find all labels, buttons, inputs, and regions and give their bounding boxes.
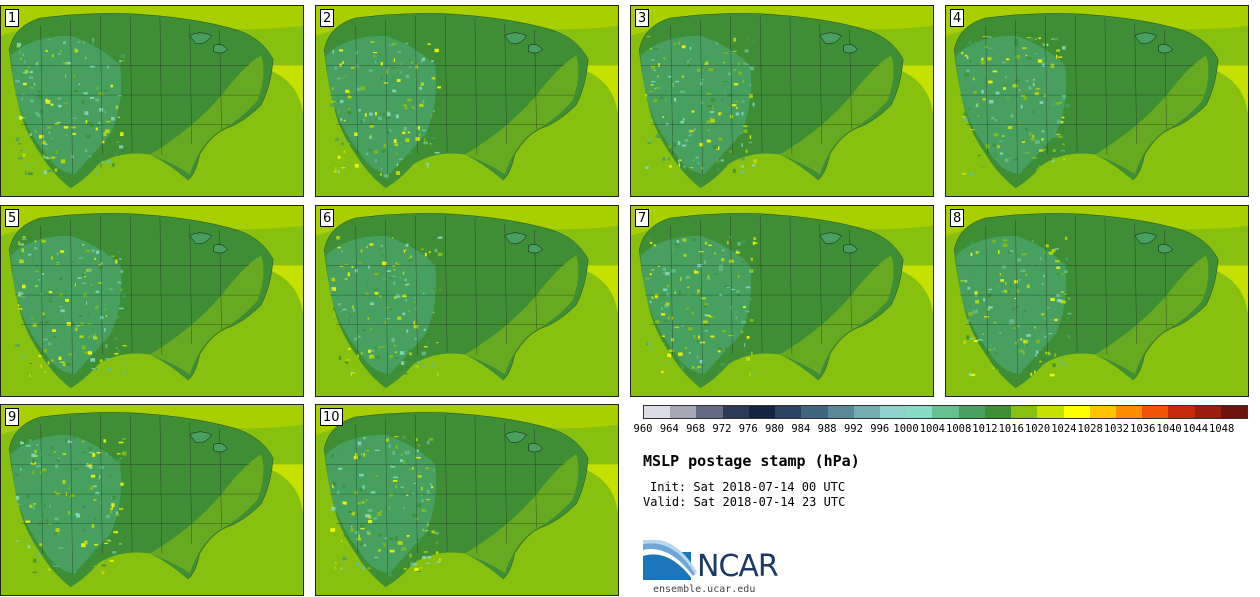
member-number: 6 bbox=[320, 209, 335, 227]
member-map bbox=[946, 6, 1248, 196]
colorbar-tick-label: 980 bbox=[765, 423, 784, 435]
pressure-colorbar bbox=[643, 405, 1248, 419]
colorbar-swatch bbox=[1037, 406, 1064, 418]
colorbar-tick-label: 1008 bbox=[945, 423, 972, 435]
colorbar-swatch bbox=[722, 406, 749, 418]
colorbar-swatch bbox=[644, 406, 671, 418]
colorbar-tick-label: 992 bbox=[843, 423, 863, 435]
colorbar-swatch bbox=[853, 406, 880, 418]
member-number: 1 bbox=[5, 9, 20, 27]
colorbar-tick-label: 972 bbox=[712, 423, 732, 435]
colorbar-tick-label: 1016 bbox=[998, 423, 1024, 435]
colorbar-swatch bbox=[801, 406, 828, 418]
stamp-panel-5: 5 bbox=[0, 205, 304, 397]
stamp-panel-7: 7 bbox=[630, 205, 934, 397]
member-number: 9 bbox=[5, 408, 20, 426]
stamp-panel-10: 10 bbox=[315, 404, 619, 596]
colorbar-swatch bbox=[1142, 406, 1169, 418]
member-map bbox=[316, 206, 618, 396]
member-number: 3 bbox=[635, 9, 650, 27]
colorbar-swatch bbox=[932, 406, 959, 418]
stamp-panel-8: 8 bbox=[945, 205, 1249, 397]
member-map bbox=[1, 405, 303, 595]
colorbar-swatch bbox=[958, 406, 985, 418]
member-number: 10 bbox=[320, 408, 343, 426]
colorbar-tick-label: 1032 bbox=[1103, 423, 1130, 435]
colorbar-swatch bbox=[906, 406, 933, 418]
colorbar-swatch bbox=[696, 406, 723, 418]
stamp-panel-4: 4 bbox=[945, 5, 1249, 197]
colorbar-tick-label: 976 bbox=[738, 423, 758, 435]
colorbar-swatch bbox=[827, 406, 854, 418]
stamp-panel-1: 1 bbox=[0, 5, 304, 197]
colorbar-tick-label: 1000 bbox=[893, 423, 919, 435]
stamp-panel-2: 2 bbox=[315, 5, 619, 197]
colorbar-tick-label: 1004 bbox=[919, 423, 945, 435]
colorbar-tick-label: 968 bbox=[686, 423, 706, 435]
colorbar-tick-label: 984 bbox=[791, 423, 811, 435]
member-number: 5 bbox=[5, 209, 20, 227]
colorbar-swatch bbox=[775, 406, 802, 418]
colorbar-swatch bbox=[879, 406, 907, 418]
ncar-logo-text: NCAR bbox=[697, 549, 779, 584]
member-map bbox=[316, 405, 618, 595]
valid-time: Valid: Sat 2018-07-14 23 UTC bbox=[643, 495, 846, 509]
colorbar-swatch bbox=[1194, 406, 1221, 418]
member-map bbox=[946, 206, 1248, 396]
site-url: ensemble.ucar.edu bbox=[653, 584, 756, 595]
member-number: 2 bbox=[320, 9, 335, 27]
colorbar-swatch bbox=[1089, 406, 1116, 418]
colorbar-swatch bbox=[748, 406, 776, 418]
colorbar-swatch bbox=[1115, 406, 1143, 418]
member-map bbox=[631, 6, 933, 196]
colorbar-tick-label: 1012 bbox=[972, 423, 998, 435]
colorbar-tick-label: 1040 bbox=[1156, 423, 1182, 435]
member-map bbox=[316, 6, 618, 196]
member-map bbox=[631, 206, 933, 396]
member-map bbox=[1, 6, 303, 196]
stamp-panel-3: 3 bbox=[630, 5, 934, 197]
colorbar-swatch bbox=[1063, 406, 1090, 418]
colorbar-tick-label: 960 bbox=[633, 423, 653, 435]
figure-title: MSLP postage stamp (hPa) bbox=[643, 452, 860, 470]
colorbar-swatch bbox=[984, 406, 1012, 418]
member-map bbox=[1, 206, 303, 396]
colorbar-tick-label: 996 bbox=[870, 423, 890, 435]
ncar-logo-icon bbox=[643, 540, 697, 580]
colorbar-tick-label: 964 bbox=[659, 423, 679, 435]
colorbar-tick-label: 988 bbox=[817, 423, 837, 435]
colorbar-swatch bbox=[1168, 406, 1195, 418]
colorbar-tick-labels: 960 964 968 972 976 980 984 988 992 996 1000 1004 10… bbox=[634, 423, 1248, 437]
colorbar-tick-label: 1028 bbox=[1077, 423, 1103, 435]
colorbar-swatch bbox=[670, 406, 697, 418]
member-number: 7 bbox=[635, 209, 650, 227]
colorbar-tick-label: 1044 bbox=[1182, 423, 1209, 435]
colorbar-tick-label: 1036 bbox=[1130, 423, 1156, 435]
member-number: 4 bbox=[950, 9, 965, 27]
stamp-panel-6: 6 bbox=[315, 205, 619, 397]
colorbar-swatch bbox=[1220, 406, 1248, 418]
colorbar-tick-label: 1048 bbox=[1209, 423, 1235, 435]
stamp-panel-9: 9 bbox=[0, 404, 304, 596]
member-number: 8 bbox=[950, 209, 965, 227]
colorbar-tick-label: 1020 bbox=[1024, 423, 1051, 435]
init-time: Init: Sat 2018-07-14 00 UTC bbox=[650, 480, 846, 494]
colorbar-swatch bbox=[1011, 406, 1038, 418]
colorbar-tick-label: 1024 bbox=[1051, 423, 1077, 435]
